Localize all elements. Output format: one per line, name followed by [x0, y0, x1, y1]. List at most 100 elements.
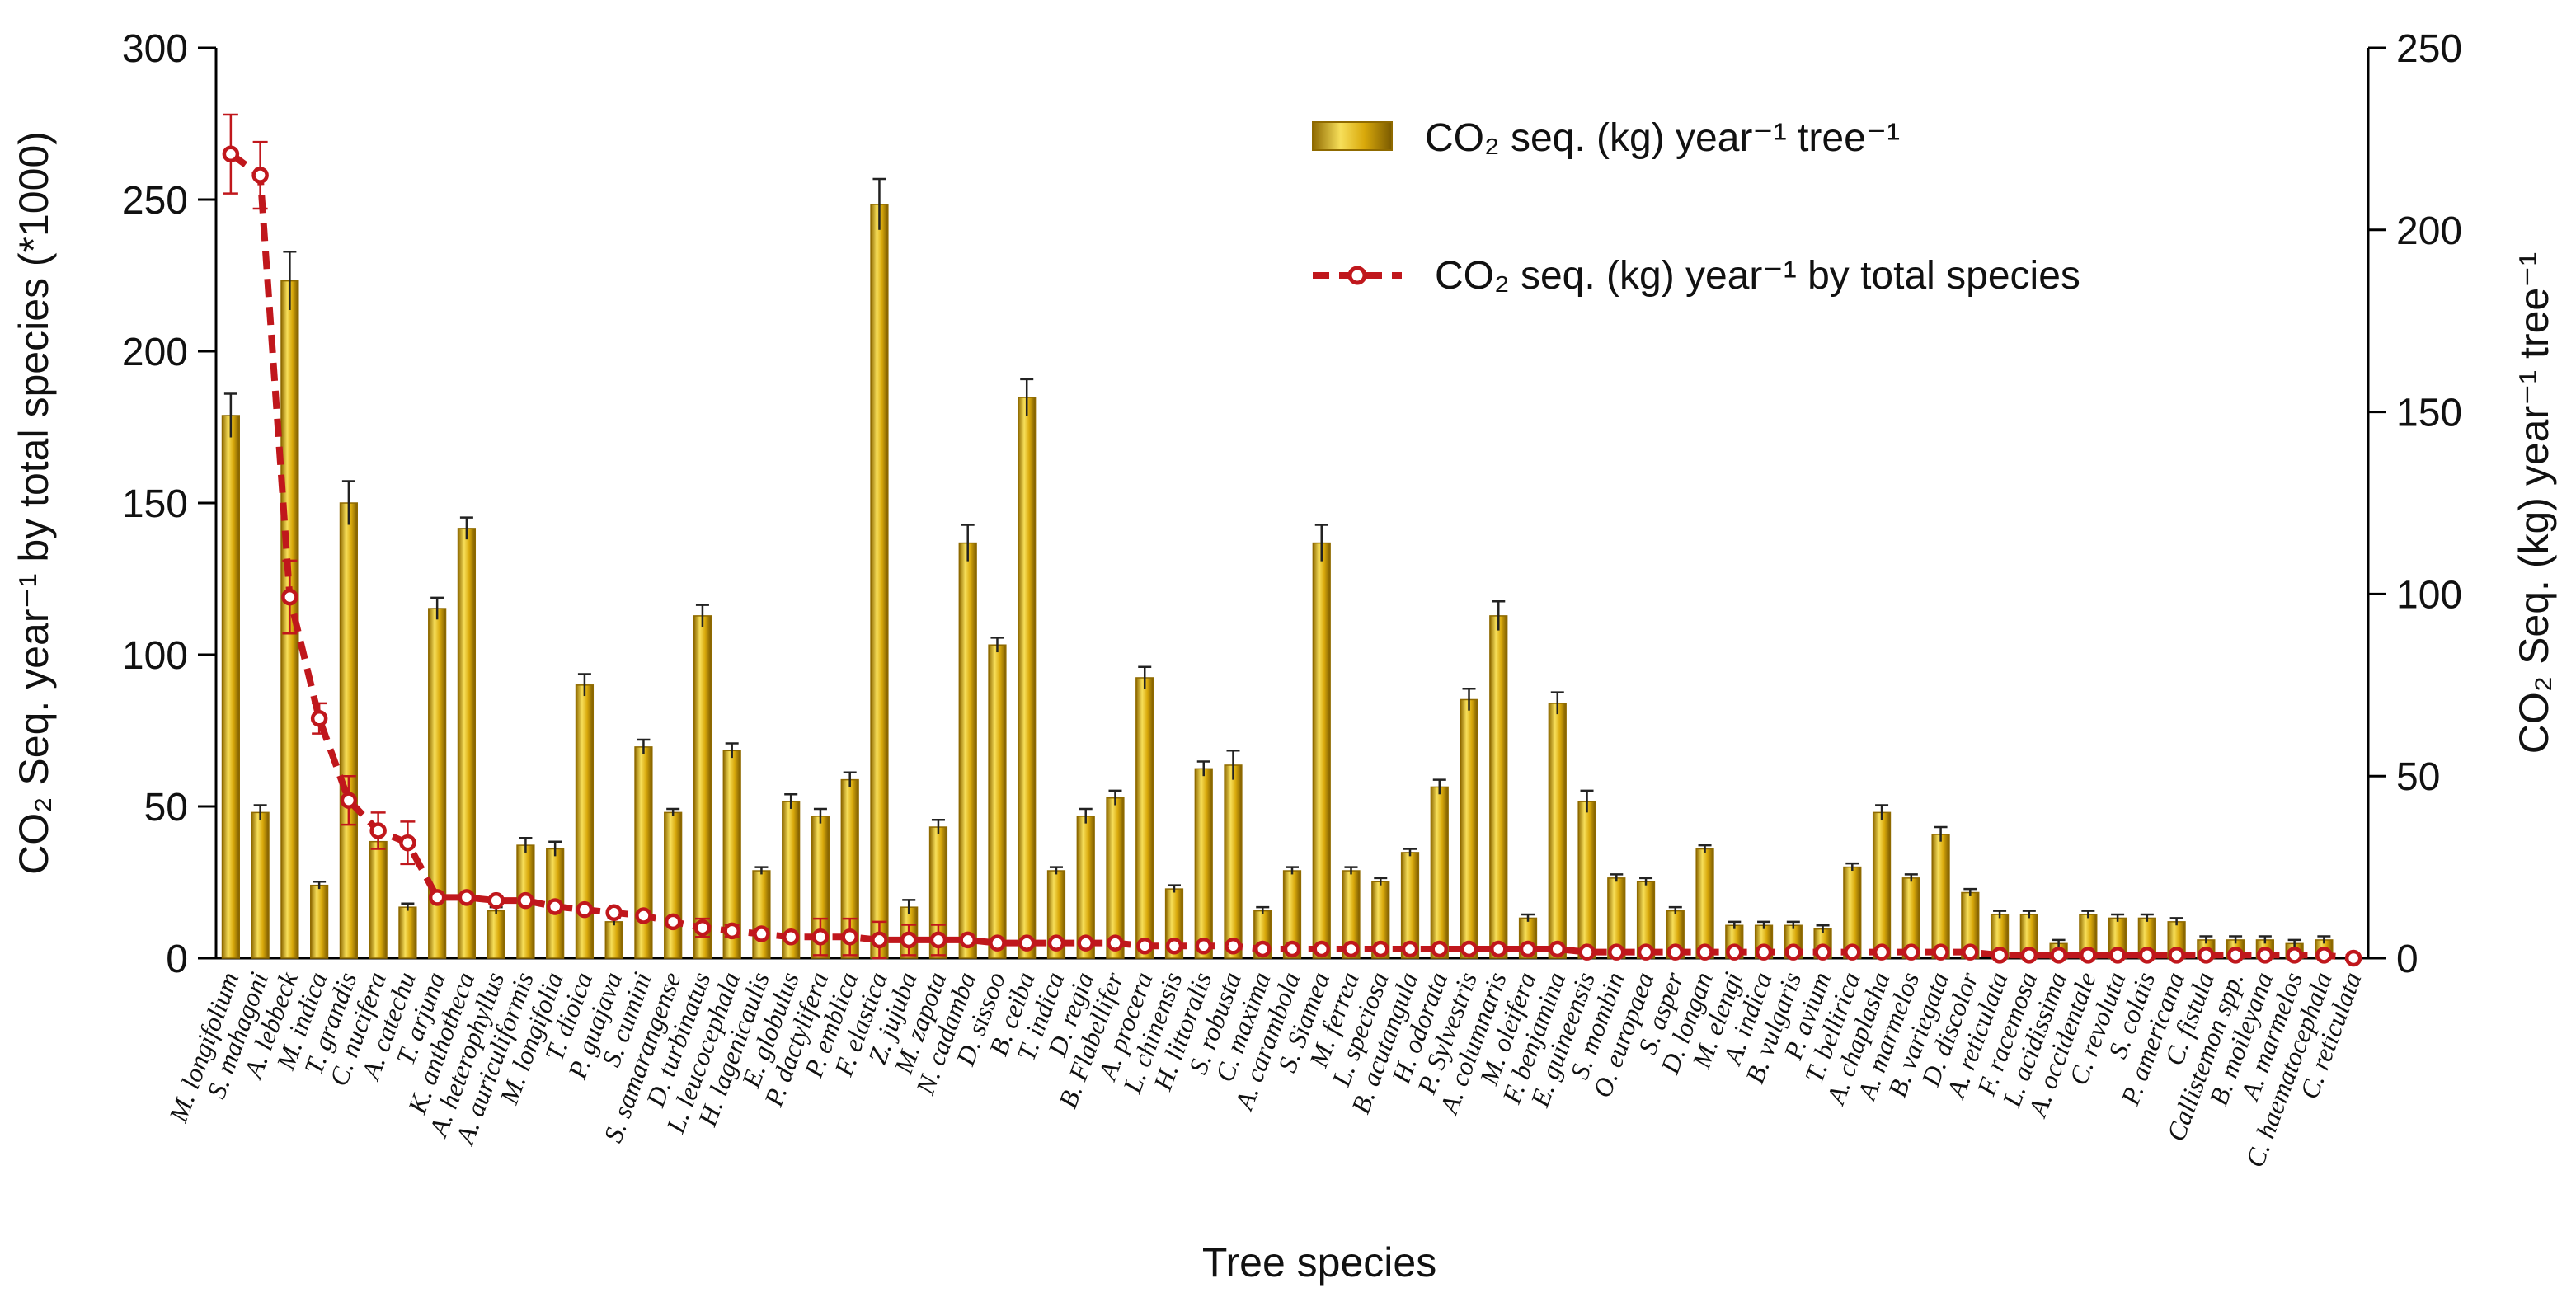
line-point — [399, 834, 416, 852]
bar — [1194, 768, 1213, 959]
line-point — [487, 891, 505, 910]
line-point — [1490, 940, 1507, 958]
bar — [1931, 834, 1950, 959]
line-point — [310, 710, 328, 727]
line-point — [1696, 943, 1713, 961]
line-point — [1962, 943, 1979, 961]
line-point — [1902, 943, 1920, 961]
line-point — [1401, 940, 1419, 958]
line-point — [959, 931, 976, 949]
bar — [1695, 848, 1714, 959]
line-point — [1608, 943, 1625, 961]
line-point — [1135, 938, 1154, 955]
right-tick-label: 250 — [2396, 27, 2462, 71]
line-point — [989, 934, 1006, 952]
line-point — [723, 922, 740, 940]
bar — [1460, 698, 1478, 959]
line-point — [1165, 938, 1183, 955]
right-tick-label: 150 — [2396, 392, 2462, 435]
line-point — [1549, 940, 1567, 958]
bar — [221, 415, 240, 959]
line-point — [1637, 943, 1655, 961]
line-point — [2226, 947, 2245, 964]
left-tick-label: 0 — [166, 938, 188, 981]
right-y-axis-title: CO₂ Seq. (kg) year⁻¹ tree⁻¹ — [2511, 252, 2557, 754]
line-point — [517, 891, 534, 910]
line-point — [1726, 943, 1743, 961]
bar — [369, 840, 388, 959]
line-point — [2168, 947, 2185, 964]
left-y-ticks: 0 50 100 150 200 250 300 — [122, 27, 216, 981]
bar — [1106, 797, 1125, 959]
line-point — [1578, 943, 1596, 961]
legend-line-label: CO₂ seq. (kg) year⁻¹ by total species — [1435, 254, 2080, 298]
bar — [988, 644, 1007, 959]
line-point — [251, 167, 269, 184]
bar — [870, 204, 889, 959]
line-point — [811, 928, 830, 946]
bar — [693, 615, 712, 959]
bar — [1548, 703, 1567, 959]
line-point — [2256, 947, 2274, 964]
line-point — [222, 145, 240, 163]
line-point — [605, 904, 623, 922]
bar-series — [221, 177, 2361, 959]
bar — [398, 906, 417, 959]
bar — [310, 884, 329, 959]
legend: CO₂ seq. (kg) year⁻¹ tree⁻¹ CO₂ seq. (kg… — [1312, 116, 2080, 298]
line-point — [1047, 934, 1065, 952]
bar — [1135, 677, 1154, 959]
line-series — [222, 113, 2362, 967]
line-point — [841, 928, 858, 946]
legend-line-marker — [1347, 266, 1367, 285]
line-point — [2315, 947, 2333, 964]
line-point — [2344, 949, 2362, 967]
line-point — [664, 913, 682, 931]
line-point — [1814, 943, 1831, 961]
line-point — [2286, 947, 2303, 964]
bar — [752, 870, 771, 959]
line-point — [635, 907, 652, 924]
line-point — [428, 889, 446, 906]
line-point — [369, 822, 387, 839]
left-tick-label: 150 — [122, 482, 188, 526]
left-tick-label: 200 — [122, 331, 188, 374]
line-point — [2138, 947, 2156, 964]
line-point — [2080, 947, 2097, 964]
line-point — [1372, 940, 1389, 958]
right-tick-label: 50 — [2396, 755, 2440, 799]
line-point — [2198, 947, 2215, 964]
line-point — [1991, 947, 2009, 964]
line-point — [1107, 934, 1124, 952]
legend-bar-label: CO₂ seq. (kg) year⁻¹ tree⁻¹ — [1425, 116, 1900, 160]
left-tick-label: 300 — [122, 27, 188, 71]
right-tick-label: 200 — [2396, 209, 2462, 253]
line-point — [900, 931, 918, 949]
bar — [1872, 811, 1892, 959]
bar — [251, 811, 270, 959]
line-point — [2050, 947, 2067, 964]
line-point — [340, 792, 358, 809]
line-point — [753, 925, 770, 942]
bar — [487, 910, 505, 959]
line-point — [693, 919, 712, 937]
line-point — [1077, 934, 1094, 952]
line-point — [1313, 940, 1331, 958]
line-point — [782, 928, 800, 946]
line-point — [576, 900, 594, 919]
right-tick-label: 100 — [2396, 573, 2462, 617]
line-point — [1195, 938, 1212, 955]
line-point — [1784, 943, 1803, 961]
line-point — [1253, 940, 1272, 958]
right-tick-label: 0 — [2396, 938, 2419, 981]
left-tick-label: 250 — [122, 179, 188, 223]
line-point — [1460, 940, 1478, 958]
line-point — [1431, 940, 1449, 958]
line-point — [2020, 947, 2038, 964]
line-point — [1283, 940, 1301, 958]
line-point — [1844, 943, 1861, 961]
bar — [339, 502, 359, 959]
bar — [1489, 615, 1508, 959]
